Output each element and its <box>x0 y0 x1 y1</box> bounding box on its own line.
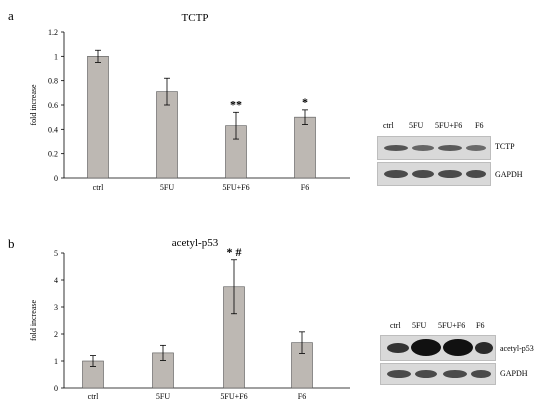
y-axis-label: fold increase <box>29 300 38 342</box>
panel-label-b: b <box>8 236 15 251</box>
y-tick-label: 1 <box>54 357 58 366</box>
significance-marker: * # <box>227 245 242 259</box>
blot-row-tctp <box>377 136 491 160</box>
y-tick-label: 0 <box>54 384 58 393</box>
y-tick-label: 0 <box>54 174 58 183</box>
x-tick-label: F6 <box>301 183 309 192</box>
y-tick-label: 5 <box>54 249 58 258</box>
blot-band <box>475 342 493 354</box>
blot-lane-ctrl: ctrl <box>383 121 394 130</box>
blot-band <box>466 145 486 151</box>
blot-band <box>466 170 486 178</box>
blot-band <box>443 370 467 378</box>
blot-band <box>387 343 409 353</box>
y-tick-label: 1 <box>54 52 58 61</box>
blot-band <box>384 145 408 151</box>
blot-band <box>438 170 462 178</box>
x-tick-label: ctrl <box>93 183 104 192</box>
y-tick-label: 4 <box>54 276 58 285</box>
y-tick-label: 3 <box>54 303 58 312</box>
blot-band <box>387 370 411 378</box>
y-tick-label: 0.2 <box>48 150 58 159</box>
blot-lane-5fu: 5FU <box>412 321 427 330</box>
x-tick-label: F6 <box>298 392 306 401</box>
x-tick-label: 5FU+F6 <box>222 183 249 192</box>
significance-marker: * <box>302 95 308 109</box>
significance-marker: ** <box>230 97 242 111</box>
blot-row-acetyl-p53 <box>380 335 496 361</box>
western-blot-acetyl-p53: ctrl 5FU 5FU+F6 F6 acetyl-p53 GAPDH <box>378 318 548 390</box>
blot-lane-5fu: 5FU <box>409 121 424 130</box>
blot-band <box>438 145 462 151</box>
blot-band <box>415 370 437 378</box>
blot-band <box>471 370 491 378</box>
blot-band <box>443 339 473 356</box>
blot-row-gapdh <box>377 162 491 186</box>
chart-title-acetyl-p53: acetyl-p53 <box>171 237 219 249</box>
panel-label-a: a <box>8 8 14 23</box>
blot-row-gapdh <box>380 363 496 385</box>
blot-row-label-tctp: TCTP <box>495 142 515 151</box>
x-tick-label: 5FU+F6 <box>220 392 247 401</box>
blot-lane-ctrl: ctrl <box>390 321 401 330</box>
blot-lane-f6: F6 <box>476 321 485 330</box>
blot-row-label-gapdh: GAPDH <box>500 369 528 378</box>
x-tick-label: ctrl <box>88 392 99 401</box>
blot-band <box>384 170 408 178</box>
blot-band <box>411 339 441 356</box>
blot-row-label-gapdh: GAPDH <box>495 170 523 179</box>
western-blot-tctp: ctrl 5FU 5FU+F6 F6 TCTP GAPDH <box>375 118 545 198</box>
blot-band <box>412 145 434 151</box>
y-tick-label: 0.6 <box>48 101 58 110</box>
y-tick-label: 0.8 <box>48 77 58 86</box>
chart-title-tctp: TCTP <box>181 12 209 24</box>
y-tick-label: 1.2 <box>48 28 58 37</box>
x-tick-label: 5FU <box>156 392 170 401</box>
blot-band <box>412 170 434 178</box>
blot-row-label-acetyl-p53: acetyl-p53 <box>500 344 534 353</box>
blot-lane-f6: F6 <box>475 121 484 130</box>
blot-lane-5fu-f6: 5FU+F6 <box>435 121 463 130</box>
x-tick-label: 5FU <box>160 183 174 192</box>
y-axis-label: fold increase <box>29 84 38 126</box>
y-tick-label: 0.4 <box>48 125 58 134</box>
y-tick-label: 2 <box>54 330 58 339</box>
blot-lane-5fu-f6: 5FU+F6 <box>438 321 466 330</box>
